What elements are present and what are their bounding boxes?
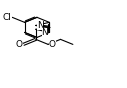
- Text: N: N: [42, 28, 48, 37]
- Text: Cl: Cl: [3, 13, 12, 22]
- Text: O: O: [16, 40, 23, 49]
- Text: N: N: [37, 21, 43, 30]
- Text: O: O: [49, 40, 56, 49]
